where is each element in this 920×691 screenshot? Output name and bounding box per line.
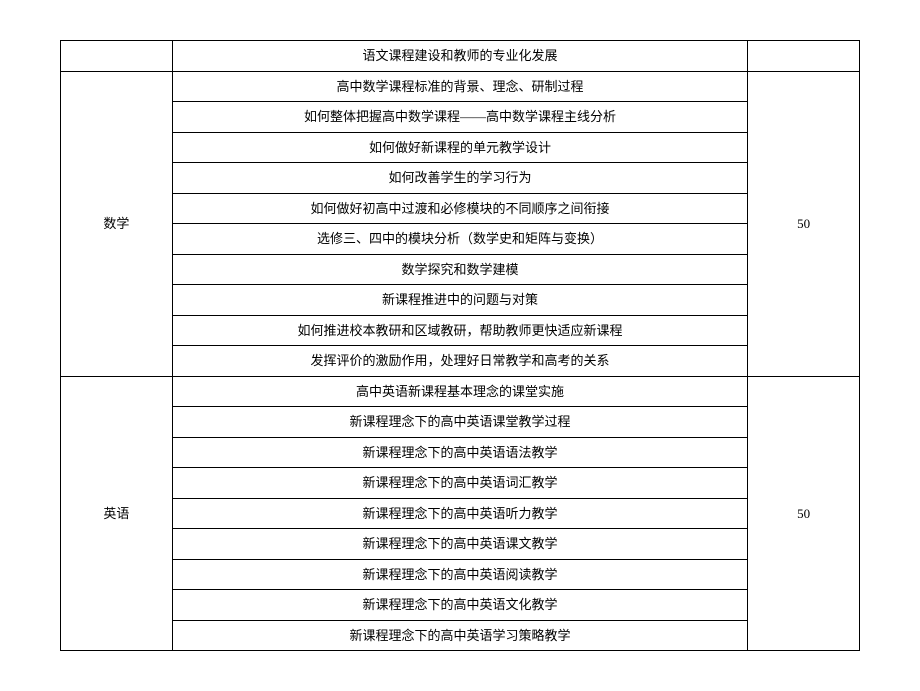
table-row: 新课程理念下的高中英语课堂教学过程: [61, 407, 860, 438]
table-row: 新课程理念下的高中英语课文教学: [61, 529, 860, 560]
topic-cell: 新课程理念下的高中英语课堂教学过程: [172, 407, 747, 438]
topic-cell: 新课程理念下的高中英语课文教学: [172, 529, 747, 560]
subject-cell: [61, 41, 173, 72]
topic-cell: 如何做好初高中过渡和必修模块的不同顺序之间衔接: [172, 193, 747, 224]
topic-cell: 新课程推进中的问题与对策: [172, 285, 747, 316]
topic-cell: 发挥评价的激励作用，处理好日常教学和高考的关系: [172, 346, 747, 377]
table-row: 新课程推进中的问题与对策: [61, 285, 860, 316]
topic-cell: 语文课程建设和教师的专业化发展: [172, 41, 747, 72]
table-row: 数学探究和数学建模: [61, 254, 860, 285]
table-row: 如何整体把握高中数学课程——高中数学课程主线分析: [61, 102, 860, 133]
value-cell: 50: [748, 71, 860, 376]
table-row: 新课程理念下的高中英语语法教学: [61, 437, 860, 468]
table-row: 新课程理念下的高中英语听力教学: [61, 498, 860, 529]
topic-cell: 如何改善学生的学习行为: [172, 163, 747, 194]
table-row: 发挥评价的激励作用，处理好日常教学和高考的关系: [61, 346, 860, 377]
table-row: 如何推进校本教研和区域教研，帮助教师更快适应新课程: [61, 315, 860, 346]
table-row: 新课程理念下的高中英语学习策略教学: [61, 620, 860, 651]
value-cell: [748, 41, 860, 72]
topic-cell: 高中数学课程标准的背景、理念、研制过程: [172, 71, 747, 102]
topic-cell: 选修三、四中的模块分析（数学史和矩阵与变换）: [172, 224, 747, 255]
topic-cell: 如何整体把握高中数学课程——高中数学课程主线分析: [172, 102, 747, 133]
topic-cell: 新课程理念下的高中英语语法教学: [172, 437, 747, 468]
topic-cell: 如何做好新课程的单元教学设计: [172, 132, 747, 163]
table-row: 新课程理念下的高中英语文化教学: [61, 590, 860, 621]
table-row: 新课程理念下的高中英语阅读教学: [61, 559, 860, 590]
table-row: 选修三、四中的模块分析（数学史和矩阵与变换）: [61, 224, 860, 255]
subject-cell: 数学: [61, 71, 173, 376]
subject-cell: 英语: [61, 376, 173, 651]
topic-cell: 如何推进校本教研和区域教研，帮助教师更快适应新课程: [172, 315, 747, 346]
topic-cell: 新课程理念下的高中英语词汇教学: [172, 468, 747, 499]
table-row: 英语 高中英语新课程基本理念的课堂实施 50: [61, 376, 860, 407]
table-row: 数学 高中数学课程标准的背景、理念、研制过程 50: [61, 71, 860, 102]
topic-cell: 新课程理念下的高中英语文化教学: [172, 590, 747, 621]
curriculum-table: 语文课程建设和教师的专业化发展 数学 高中数学课程标准的背景、理念、研制过程 5…: [60, 40, 860, 651]
topic-cell: 新课程理念下的高中英语阅读教学: [172, 559, 747, 590]
table-row: 如何做好初高中过渡和必修模块的不同顺序之间衔接: [61, 193, 860, 224]
table-row: 语文课程建设和教师的专业化发展: [61, 41, 860, 72]
topic-cell: 新课程理念下的高中英语听力教学: [172, 498, 747, 529]
table-row: 如何做好新课程的单元教学设计: [61, 132, 860, 163]
table-body: 语文课程建设和教师的专业化发展 数学 高中数学课程标准的背景、理念、研制过程 5…: [61, 41, 860, 651]
topic-cell: 数学探究和数学建模: [172, 254, 747, 285]
table-row: 如何改善学生的学习行为: [61, 163, 860, 194]
table-row: 新课程理念下的高中英语词汇教学: [61, 468, 860, 499]
topic-cell: 高中英语新课程基本理念的课堂实施: [172, 376, 747, 407]
value-cell: 50: [748, 376, 860, 651]
topic-cell: 新课程理念下的高中英语学习策略教学: [172, 620, 747, 651]
